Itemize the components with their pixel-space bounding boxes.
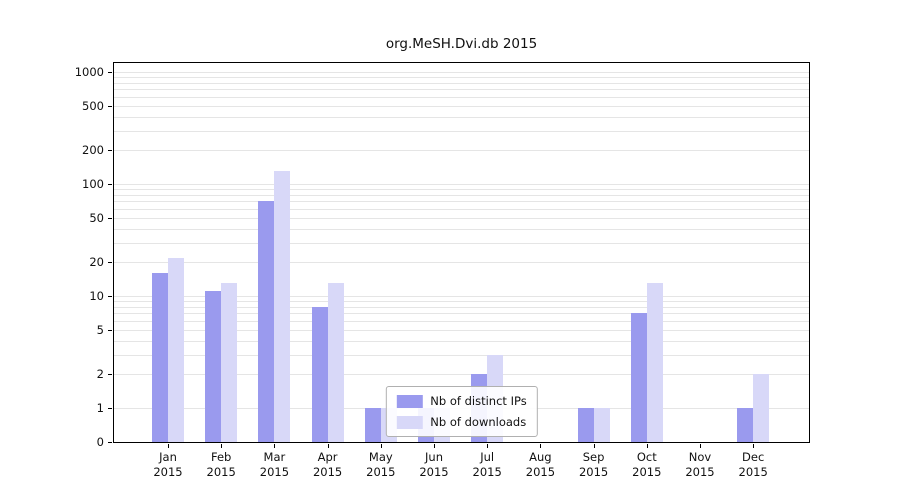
y-tick-label: 50 <box>89 210 104 225</box>
x-tick-label: Jun 2015 <box>419 450 449 479</box>
bar-downloads <box>753 374 770 442</box>
legend-label: Nb of distinct IPs <box>430 394 527 408</box>
legend-item: Nb of downloads <box>396 415 526 429</box>
gridline <box>114 150 809 152</box>
bar-downloads <box>327 283 344 442</box>
y-tick-mark <box>108 329 112 331</box>
x-tick-label: Nov 2015 <box>685 450 715 479</box>
bar-distinct-ips <box>311 306 328 442</box>
chart-title: org.MeSH.Dvi.db 2015 <box>385 36 538 52</box>
y-tick-label: 0 <box>96 435 104 449</box>
x-tick-label: Sep 2015 <box>578 450 609 479</box>
gridline <box>114 201 809 203</box>
y-tick-mark <box>108 442 112 443</box>
x-tick-label: Jan 2015 <box>153 450 183 479</box>
y-tick-label: 5 <box>96 322 104 337</box>
y-tick-mark <box>108 217 112 219</box>
y-tick-mark <box>108 262 112 264</box>
gridline <box>114 82 809 84</box>
y-tick-mark <box>108 105 112 107</box>
gridline <box>114 374 809 376</box>
y-tick-label: 2 <box>96 367 104 382</box>
legend: Nb of distinct IPs Nb of downloads <box>385 386 538 437</box>
bar-downloads <box>646 283 663 442</box>
gridline <box>114 208 809 210</box>
gridline <box>114 116 809 118</box>
gridline <box>114 96 809 98</box>
x-tick-mark <box>540 444 542 448</box>
gridline <box>114 262 809 264</box>
gridline <box>114 184 809 185</box>
bar-downloads <box>221 283 238 442</box>
gridline <box>114 77 809 79</box>
y-tick-label: 1000 <box>74 65 104 79</box>
y-tick-label: 1 <box>96 401 104 415</box>
y-tick-mark <box>108 184 112 185</box>
y-tick-mark <box>108 296 112 297</box>
gridline <box>114 130 809 132</box>
gridline <box>114 189 809 191</box>
y-tick-mark <box>108 374 112 376</box>
y-tick-label: 100 <box>82 177 104 191</box>
bar-distinct-ips <box>364 408 381 442</box>
y-tick-mark <box>108 408 112 409</box>
x-tick-mark <box>380 444 382 448</box>
bar-downloads <box>168 257 184 442</box>
gridline <box>114 105 809 107</box>
y-tick-mark <box>108 72 112 73</box>
bar-downloads <box>593 408 610 442</box>
y-tick-label: 10 <box>89 289 104 303</box>
gridline <box>114 329 809 331</box>
gridline <box>114 242 809 244</box>
bar-distinct-ips <box>258 201 275 442</box>
gridline <box>114 194 809 196</box>
legend-swatch-icon <box>396 415 423 429</box>
gridline <box>114 354 809 356</box>
x-tick-mark <box>646 444 648 448</box>
legend-label: Nb of downloads <box>430 415 527 429</box>
y-tick-label: 20 <box>89 255 104 270</box>
legend-item: Nb of distinct IPs <box>396 394 527 408</box>
bar-downloads <box>274 171 291 442</box>
bar-distinct-ips <box>152 273 168 442</box>
x-tick-mark <box>700 444 701 448</box>
gridline <box>114 340 809 342</box>
bar-distinct-ips <box>577 408 594 442</box>
legend-swatch-icon <box>396 394 423 408</box>
y-tick-mark <box>108 150 112 152</box>
x-tick-label: Dec 2015 <box>738 450 768 479</box>
x-tick-label: Feb 2015 <box>206 450 236 479</box>
gridline <box>114 72 809 73</box>
gridline <box>114 217 809 219</box>
x-tick-mark <box>221 444 223 448</box>
plot-area: Nb of distinct IPs Nb of downloads <box>113 62 810 443</box>
x-tick-mark <box>487 444 489 448</box>
x-tick-mark <box>327 444 329 448</box>
x-tick-label: Jul 2015 <box>472 450 502 479</box>
x-tick-label: Aug 2015 <box>525 450 556 479</box>
y-tick-label: 500 <box>82 98 104 113</box>
x-tick-label: Oct 2015 <box>632 450 662 479</box>
gridline <box>114 228 809 230</box>
gridline <box>114 320 809 322</box>
x-tick-label: Mar 2015 <box>259 450 290 479</box>
x-tick-mark <box>274 444 276 448</box>
gridline <box>114 313 809 315</box>
x-tick-mark <box>434 444 435 448</box>
gridline <box>114 89 809 91</box>
x-tick-mark <box>593 444 595 448</box>
bar-distinct-ips <box>205 291 222 442</box>
gridline <box>114 301 809 303</box>
gridline <box>114 306 809 308</box>
x-tick-mark <box>168 444 169 448</box>
bar-distinct-ips <box>737 408 754 442</box>
bar-distinct-ips <box>630 313 647 442</box>
gridline <box>114 296 809 297</box>
x-tick-mark <box>753 444 755 448</box>
y-tick-label: 200 <box>82 143 104 158</box>
x-tick-label: Apr 2015 <box>312 450 343 479</box>
x-tick-label: May 2015 <box>366 450 396 479</box>
